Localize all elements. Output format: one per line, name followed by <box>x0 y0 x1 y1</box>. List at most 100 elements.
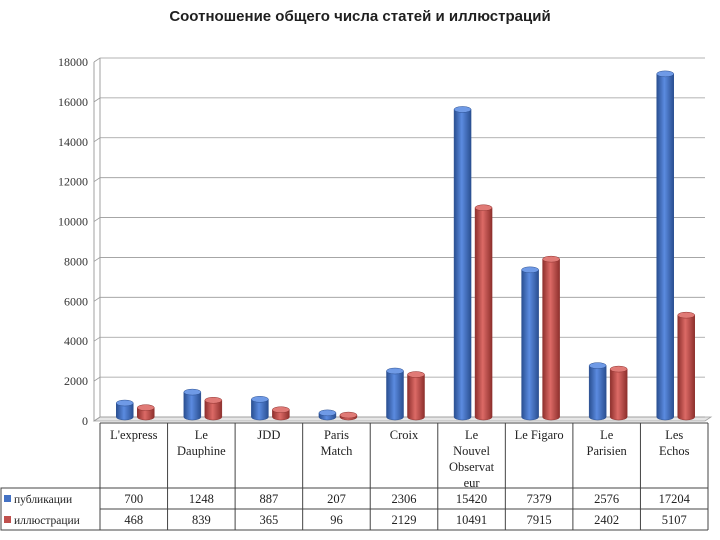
bar-body <box>386 370 404 421</box>
data-label: 839 <box>192 513 211 527</box>
category-label: Parisien <box>587 444 628 458</box>
bar-publications <box>251 396 269 421</box>
category-label: Croix <box>390 428 419 442</box>
y-tick-label: 2000 <box>64 374 88 388</box>
bar-publications <box>521 266 539 421</box>
bar-body <box>407 374 425 421</box>
gridline <box>93 97 705 103</box>
data-label: 7915 <box>527 513 552 527</box>
bar-publications <box>656 70 674 421</box>
category-label: Le Figaro <box>515 428 564 442</box>
bar-top <box>521 266 539 274</box>
bar-illustrations <box>407 371 425 421</box>
data-label: 7379 <box>527 492 552 506</box>
bar-body <box>116 402 134 421</box>
data-label: 2402 <box>594 513 619 527</box>
legend-swatch <box>4 516 11 523</box>
gridline <box>93 57 705 63</box>
bar-body <box>588 365 607 421</box>
data-label: 365 <box>260 513 279 527</box>
bar-publications <box>116 399 134 421</box>
bar-body <box>521 269 539 421</box>
y-tick-label: 4000 <box>64 334 88 348</box>
bar-publications <box>318 409 337 421</box>
category-label: Le <box>600 428 614 442</box>
gridline <box>93 296 705 302</box>
category-label: Paris <box>324 428 349 442</box>
data-label: 468 <box>124 513 143 527</box>
gridline <box>93 416 705 422</box>
gridlines <box>93 57 705 422</box>
bar-body <box>453 109 472 421</box>
category-label: Nouvel <box>453 444 490 458</box>
bar-body <box>183 391 202 421</box>
bar-publications <box>588 362 607 421</box>
bar-illustrations <box>272 406 290 421</box>
data-label: 2576 <box>594 492 619 506</box>
gridline <box>93 336 705 342</box>
bar-top <box>386 367 404 375</box>
bar-illustrations <box>609 365 628 421</box>
bar-top <box>609 365 628 373</box>
y-tick-label: 8000 <box>64 254 88 268</box>
data-label: 700 <box>124 492 143 506</box>
category-label: JDD <box>257 428 280 442</box>
data-label: 2306 <box>392 492 417 506</box>
bar-top <box>272 406 290 413</box>
data-label: 15420 <box>456 492 487 506</box>
bar-body <box>609 368 628 421</box>
bar-body <box>137 407 155 421</box>
legend-swatch <box>4 495 11 502</box>
bar-top <box>677 311 695 319</box>
data-label: 17204 <box>659 492 691 506</box>
category-label: eur <box>464 476 481 490</box>
bar-top <box>453 106 472 113</box>
data-label: 887 <box>260 492 279 506</box>
bar-top <box>474 204 493 212</box>
chart-title: Соотношение общего числа статей и иллюст… <box>169 8 551 25</box>
y-tick-label: 12000 <box>58 175 88 189</box>
bar-body <box>474 207 493 421</box>
y-tick-label: 14000 <box>58 135 88 149</box>
y-tick-label: 6000 <box>64 294 88 308</box>
data-table: L'express Le Dauphine JDD Paris Match Croix Le N… <box>0 422 709 531</box>
bar-top <box>204 397 223 404</box>
gridline <box>93 217 705 222</box>
bar-top <box>542 255 560 263</box>
category-label: Le <box>195 428 209 442</box>
bar-publications <box>183 388 202 421</box>
y-tick-label: 18000 <box>58 55 88 69</box>
bar-publications <box>453 106 472 421</box>
category-label: Match <box>320 444 353 458</box>
y-tick-label: 16000 <box>58 95 88 109</box>
bar-illustrations <box>137 404 155 421</box>
bar-body <box>251 399 269 421</box>
gridline <box>93 177 705 182</box>
data-label: 1248 <box>189 492 214 506</box>
bar-top <box>339 411 358 419</box>
data-label: 2129 <box>392 513 417 527</box>
data-label: 207 <box>327 492 346 506</box>
category-label: Les <box>665 428 683 442</box>
data-label: 10491 <box>456 513 487 527</box>
bar-top <box>318 409 337 417</box>
gridline <box>93 376 705 382</box>
category-label: Observat <box>449 460 495 474</box>
data-label: 96 <box>330 513 343 527</box>
y-axis-ticks: 0 2000 4000 6000 8000 10000 12000 14000 16000 180… <box>58 55 88 428</box>
legend-label: публикации <box>14 494 72 506</box>
bars <box>116 70 695 421</box>
bar-top <box>407 371 425 378</box>
category-label: Echos <box>659 444 690 458</box>
bar-illustrations <box>204 397 223 421</box>
gridline <box>93 257 705 262</box>
bar-illustrations <box>542 255 560 421</box>
bar-publications <box>386 367 404 421</box>
y-tick-label: 10000 <box>58 215 88 229</box>
bar-illustrations <box>339 411 358 421</box>
bar-body <box>204 400 223 421</box>
data-label: 5107 <box>662 513 687 527</box>
bar-body <box>542 258 560 421</box>
bar-top <box>251 396 269 403</box>
bar-body <box>656 73 674 421</box>
